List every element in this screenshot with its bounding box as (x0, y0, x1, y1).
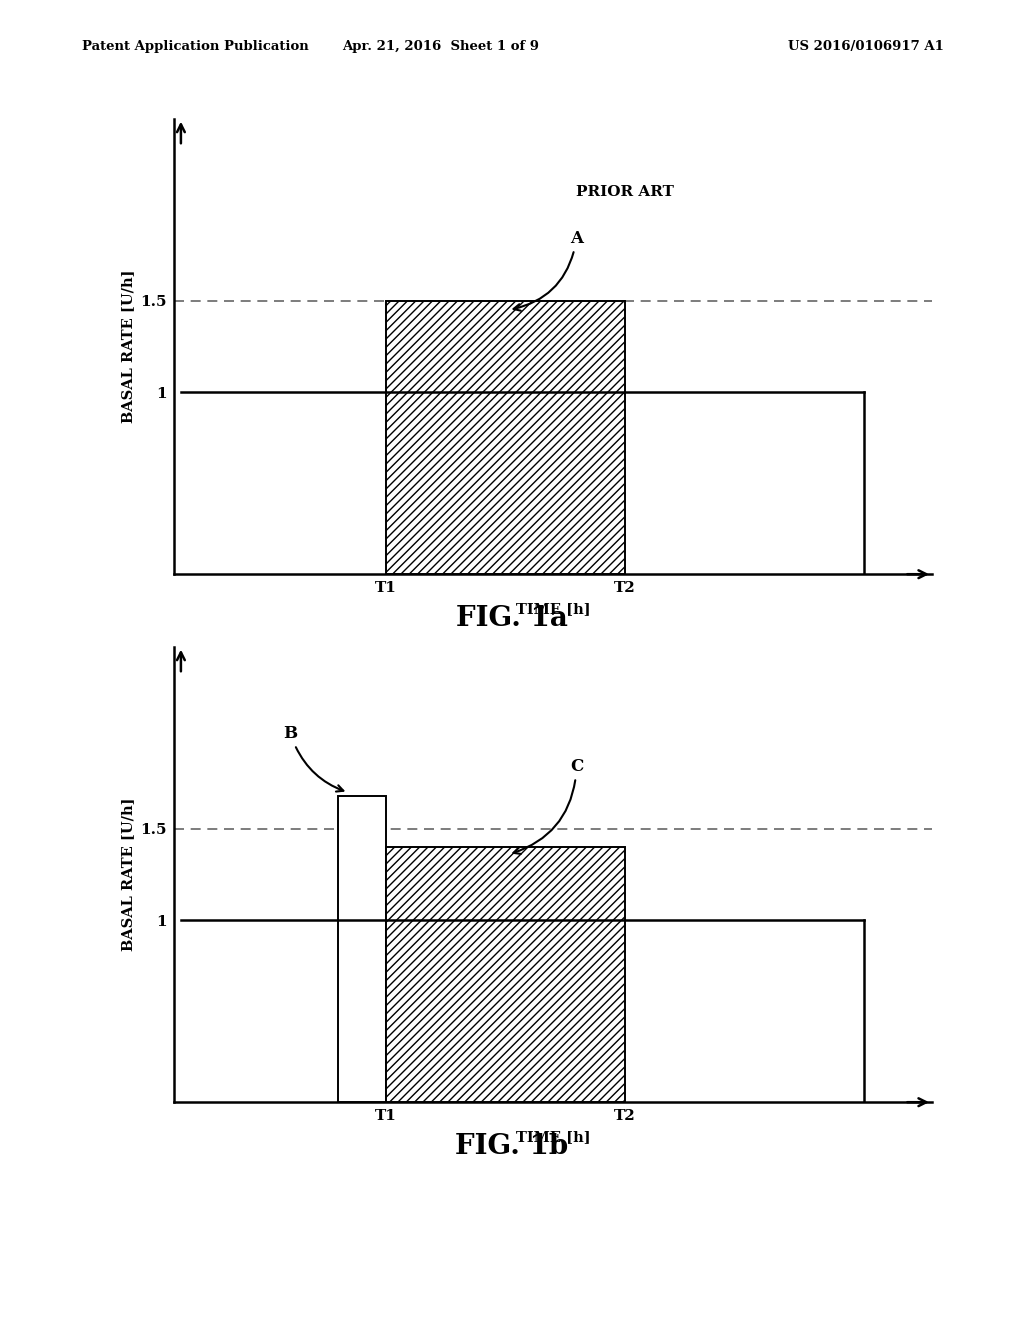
Text: A: A (514, 230, 583, 310)
Y-axis label: BASAL RATE [U/h]: BASAL RATE [U/h] (121, 269, 135, 424)
Y-axis label: BASAL RATE [U/h]: BASAL RATE [U/h] (121, 797, 135, 952)
Bar (338, 796, 386, 1102)
Text: Apr. 21, 2016  Sheet 1 of 9: Apr. 21, 2016 Sheet 1 of 9 (342, 40, 539, 53)
Text: PRIOR ART: PRIOR ART (575, 185, 674, 199)
X-axis label: TIME [h]: TIME [h] (516, 602, 590, 616)
Text: US 2016/0106917 A1: US 2016/0106917 A1 (788, 40, 944, 53)
Text: C: C (513, 758, 584, 854)
Text: FIG. 1b: FIG. 1b (456, 1133, 568, 1159)
Text: B: B (284, 725, 343, 792)
Text: Patent Application Publication: Patent Application Publication (82, 40, 308, 53)
X-axis label: TIME [h]: TIME [h] (516, 1130, 590, 1144)
Bar (386, 847, 625, 1102)
Bar (386, 301, 625, 574)
Text: FIG. 1a: FIG. 1a (456, 605, 568, 631)
